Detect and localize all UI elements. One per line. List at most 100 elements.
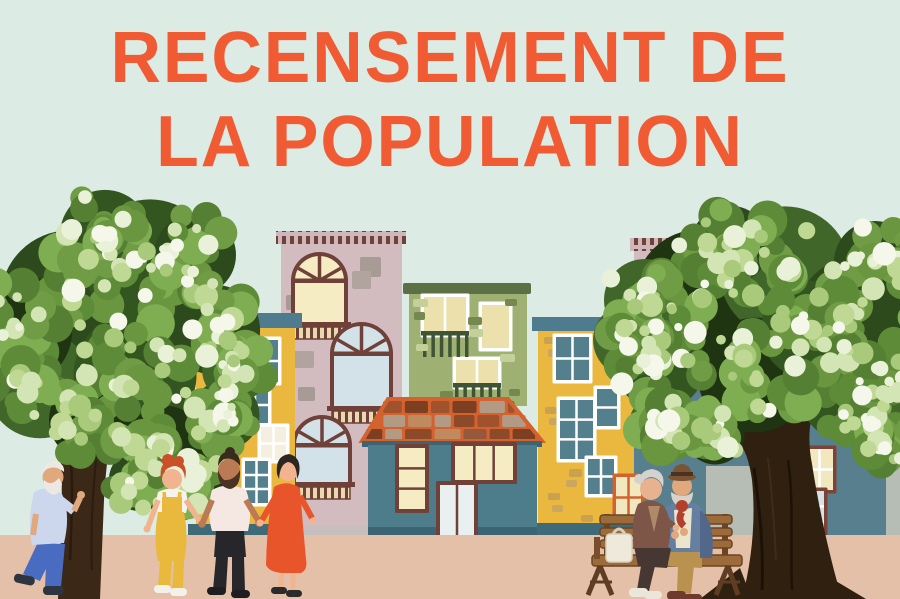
foliage-highlight <box>57 420 77 440</box>
head <box>218 459 240 481</box>
foliage-highlight <box>170 238 184 253</box>
overalls-bib <box>162 497 182 514</box>
foliage-highlight <box>167 222 182 237</box>
roof-brick <box>453 415 475 427</box>
foliage-highlight <box>744 260 759 276</box>
foliage-highlight <box>627 298 644 315</box>
foliage-blob <box>880 217 900 244</box>
stone-patch <box>470 329 483 337</box>
windows-and-door <box>395 442 517 539</box>
foliage-highlight <box>712 423 723 433</box>
pants <box>214 531 246 557</box>
root-flare <box>804 562 866 599</box>
shoe <box>286 590 302 597</box>
foliage-highlight <box>29 410 40 421</box>
foliage-highlight <box>137 242 156 261</box>
foliage-highlight <box>190 425 206 441</box>
foliage-highlight <box>776 304 790 319</box>
shoe <box>629 588 648 597</box>
stone-patch <box>505 299 517 306</box>
foliage-highlight <box>227 415 239 427</box>
pants-leg <box>637 566 655 591</box>
foliage-highlight <box>15 323 24 332</box>
stone-patch <box>416 344 428 351</box>
foliage-highlight <box>749 372 764 388</box>
coat-drape <box>700 510 713 558</box>
foliage-highlight <box>636 353 651 369</box>
base-strip <box>281 526 402 535</box>
foliage-highlight <box>727 371 738 381</box>
shoe <box>170 588 187 596</box>
balcony-bar <box>471 387 476 404</box>
foliage-highlight <box>675 237 684 246</box>
window-pane <box>455 446 513 480</box>
foliage-blob <box>0 268 13 300</box>
foliage-highlight <box>78 190 92 204</box>
head <box>162 469 182 489</box>
foliage-blob <box>170 204 193 227</box>
hair-bun <box>634 474 644 484</box>
family-holding-hands <box>143 447 317 598</box>
foliage-highlight <box>147 460 165 478</box>
foliage-highlight <box>217 374 232 389</box>
foliage-highlight <box>856 251 866 261</box>
foliage-highlight <box>220 333 237 351</box>
pants-leg <box>232 557 245 591</box>
balcony-rail <box>421 331 469 336</box>
foliage-highlight <box>769 335 783 349</box>
foliage-highlight <box>76 341 94 359</box>
foliage-blob <box>897 309 900 325</box>
stone-patch <box>414 312 425 320</box>
roof-bricks <box>366 401 536 440</box>
spring-bar <box>291 278 348 283</box>
foliage-highlight <box>192 223 202 234</box>
foliage-highlight <box>724 279 734 290</box>
left-tree <box>0 186 278 599</box>
foliage-highlight <box>816 336 832 353</box>
sleeve <box>259 494 279 522</box>
arm <box>145 499 161 528</box>
window-sill <box>327 406 396 411</box>
tree-canopy <box>0 186 278 521</box>
pants-leg <box>45 544 65 587</box>
hand <box>671 531 679 539</box>
wall-patch <box>292 351 314 368</box>
foliage-highlight <box>641 335 657 351</box>
bearded-man-pink-shirt <box>198 447 263 598</box>
arm <box>658 513 676 529</box>
beard <box>217 470 241 489</box>
wall-patch <box>352 271 371 289</box>
spring-bar <box>330 351 393 356</box>
foliage-highlight <box>104 328 124 348</box>
foliage-highlight <box>151 439 171 458</box>
foliage-highlight <box>779 256 801 278</box>
hand <box>680 528 688 536</box>
shoe <box>154 585 171 593</box>
foliage-highlight <box>122 379 140 396</box>
overall-straps <box>162 491 182 501</box>
foliage-highlight <box>185 463 207 486</box>
hand <box>309 517 317 525</box>
foliage-highlight <box>218 387 234 403</box>
stone-patch <box>500 354 515 362</box>
foliage-highlight <box>870 362 883 375</box>
foliage-highlight <box>839 261 850 271</box>
foliage-highlight <box>181 274 195 288</box>
head <box>640 478 662 500</box>
roof-brick <box>512 429 536 440</box>
balcony-bar <box>439 335 444 357</box>
hair-knot <box>225 447 235 457</box>
armrest-post <box>594 537 600 559</box>
roof-brick <box>404 401 428 413</box>
hat-band <box>671 472 693 476</box>
window-sill <box>289 482 355 487</box>
elderly-man-sitting <box>658 464 713 599</box>
wall-patch <box>566 480 577 487</box>
roof-brick <box>405 429 432 440</box>
wall-patch <box>581 515 593 522</box>
overalls-leg <box>158 561 172 589</box>
balcony-bar <box>465 335 469 357</box>
foliage-highlight <box>700 279 710 289</box>
